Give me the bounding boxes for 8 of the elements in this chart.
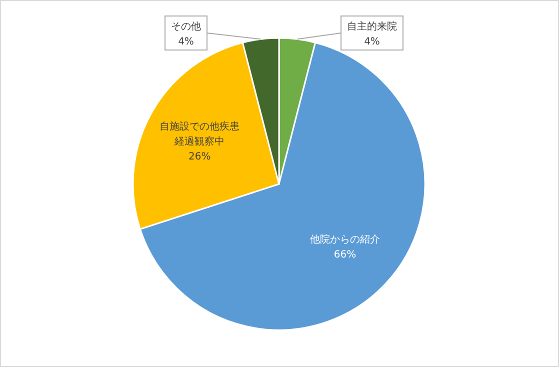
slice-label: 他院からの紹介 — [310, 233, 380, 246]
data-label: 4% — [364, 36, 380, 48]
slice-label: 自主的来院 — [347, 20, 397, 32]
data-label: 26% — [188, 151, 211, 162]
data-label: 4% — [178, 36, 194, 48]
data-label: 66% — [334, 249, 356, 260]
slice-label: 自施設での他疾患経過観察中 — [160, 120, 240, 148]
slice-label: その他 — [171, 20, 201, 32]
